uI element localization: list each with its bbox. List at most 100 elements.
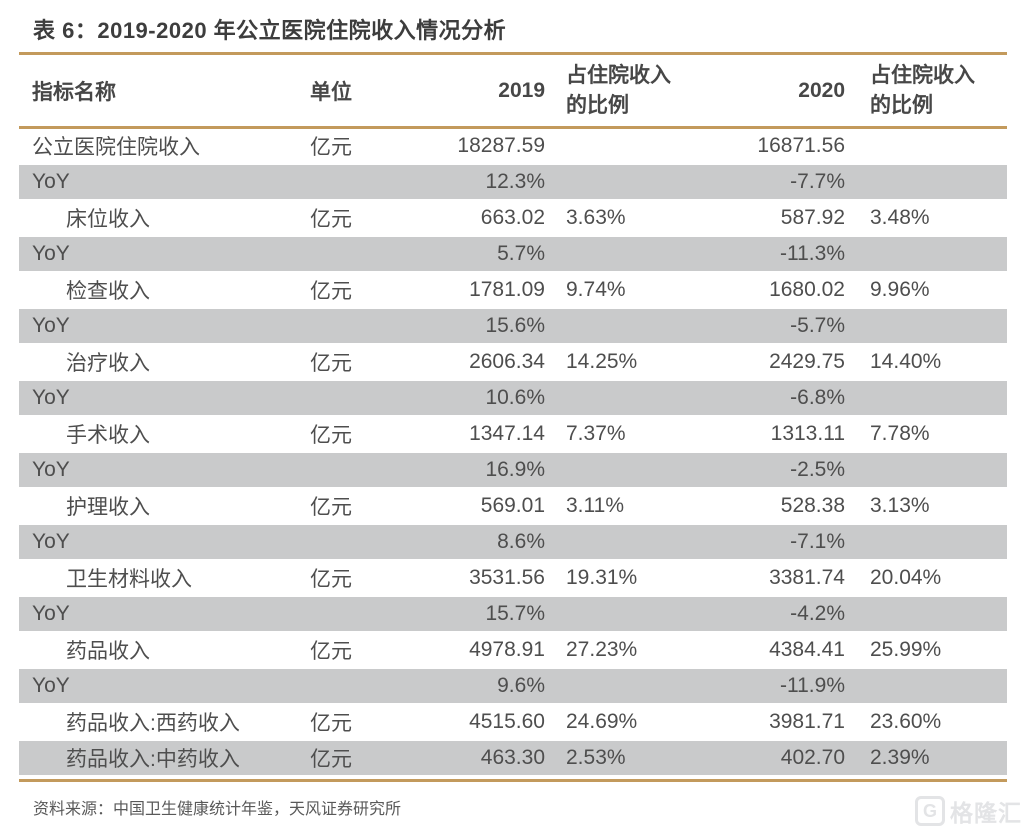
cell-indicator: 药品收入:中药收入	[19, 741, 297, 777]
cell-indicator: 公立医院住院收入	[19, 129, 297, 165]
cell-indicator: 治疗收入	[19, 345, 297, 381]
cell-indicator: 手术收入	[19, 417, 297, 453]
cell-2020-value: -5.7%	[719, 309, 845, 345]
cell-2019-value: 16.9%	[409, 453, 545, 489]
table-row: YoY 12.3% -7.7%	[19, 165, 1007, 201]
cell-2020-ratio	[845, 309, 1007, 345]
gelonghui-logo-icon: G	[915, 796, 945, 826]
col-header-ratio-2019: 占住院收入 的比例	[545, 55, 719, 129]
col-header-unit: 单位	[297, 55, 409, 129]
cell-unit	[297, 165, 409, 201]
cell-2020-value: -4.2%	[719, 597, 845, 633]
cell-indicator: 药品收入	[19, 633, 297, 669]
cell-2020-value: 587.92	[719, 201, 845, 237]
cell-2019-ratio: 27.23%	[545, 633, 719, 669]
cell-2020-ratio	[845, 381, 1007, 417]
cell-2019-ratio	[545, 453, 719, 489]
cell-2020-ratio: 25.99%	[845, 633, 1007, 669]
cell-2019-value: 4515.60	[409, 705, 545, 741]
table-row: 检查收入 亿元 1781.09 9.74% 1680.02 9.96%	[19, 273, 1007, 309]
cell-2019-ratio	[545, 237, 719, 273]
cell-2020-ratio: 14.40%	[845, 345, 1007, 381]
cell-2020-value: -7.1%	[719, 525, 845, 561]
cell-indicator: YoY	[19, 453, 297, 489]
cell-unit	[297, 597, 409, 633]
cell-2019-ratio	[545, 381, 719, 417]
table-row: YoY 5.7% -11.3%	[19, 237, 1007, 273]
cell-indicator: YoY	[19, 309, 297, 345]
table-row: YoY 15.6% -5.7%	[19, 309, 1007, 345]
cell-indicator: YoY	[19, 597, 297, 633]
table-row: 护理收入 亿元 569.01 3.11% 528.38 3.13%	[19, 489, 1007, 525]
cell-2019-value: 18287.59	[409, 129, 545, 165]
table-row: YoY 16.9% -2.5%	[19, 453, 1007, 489]
table-row: 药品收入:中药收入 亿元 463.30 2.53% 402.70 2.39%	[19, 741, 1007, 777]
table-row: YoY 10.6% -6.8%	[19, 381, 1007, 417]
cell-2019-ratio	[545, 129, 719, 165]
cell-indicator: YoY	[19, 669, 297, 705]
cell-2019-value: 5.7%	[409, 237, 545, 273]
cell-2019-ratio: 14.25%	[545, 345, 719, 381]
cell-unit: 亿元	[297, 561, 409, 597]
col-header-2019: 2019	[409, 55, 545, 129]
cell-2020-value: -2.5%	[719, 453, 845, 489]
cell-2019-value: 1781.09	[409, 273, 545, 309]
cell-unit: 亿元	[297, 201, 409, 237]
cell-2020-ratio	[845, 525, 1007, 561]
cell-2020-value: 1313.11	[719, 417, 845, 453]
bottom-rule	[19, 779, 1007, 782]
table-row: YoY 9.6% -11.9%	[19, 669, 1007, 705]
cell-indicator: 药品收入:西药收入	[19, 705, 297, 741]
cell-2019-value: 1347.14	[409, 417, 545, 453]
cell-2020-value: -6.8%	[719, 381, 845, 417]
cell-unit: 亿元	[297, 705, 409, 741]
cell-unit	[297, 381, 409, 417]
col-header-indicator: 指标名称	[19, 55, 297, 129]
col-header-ratio-2020-line2: 的比例	[870, 93, 933, 117]
cell-unit	[297, 237, 409, 273]
cell-unit: 亿元	[297, 273, 409, 309]
cell-unit: 亿元	[297, 345, 409, 381]
col-header-ratio-2020: 占住院收入 的比例	[845, 55, 1007, 129]
cell-indicator: YoY	[19, 165, 297, 201]
cell-2019-ratio: 3.11%	[545, 489, 719, 525]
cell-2019-ratio: 24.69%	[545, 705, 719, 741]
cell-2020-value: -7.7%	[719, 165, 845, 201]
cell-indicator: YoY	[19, 381, 297, 417]
cell-2019-ratio: 9.74%	[545, 273, 719, 309]
cell-2019-value: 15.6%	[409, 309, 545, 345]
cell-2019-value: 15.7%	[409, 597, 545, 633]
cell-2019-ratio	[545, 525, 719, 561]
cell-2019-value: 4978.91	[409, 633, 545, 669]
table-row: 卫生材料收入 亿元 3531.56 19.31% 3381.74 20.04%	[19, 561, 1007, 597]
cell-2020-value: 528.38	[719, 489, 845, 525]
cell-2019-value: 663.02	[409, 201, 545, 237]
cell-2020-ratio	[845, 453, 1007, 489]
cell-unit: 亿元	[297, 633, 409, 669]
table-row: YoY 8.6% -7.1%	[19, 525, 1007, 561]
cell-2020-value: -11.9%	[719, 669, 845, 705]
cell-2019-value: 12.3%	[409, 165, 545, 201]
cell-2020-ratio	[845, 129, 1007, 165]
cell-2020-ratio	[845, 165, 1007, 201]
cell-2019-ratio: 19.31%	[545, 561, 719, 597]
gelonghui-watermark-text: 格隆汇	[950, 800, 1022, 826]
cell-unit: 亿元	[297, 417, 409, 453]
col-header-ratio-2019-line2: 的比例	[566, 93, 629, 117]
cell-2020-ratio	[845, 669, 1007, 705]
table-row: YoY 15.7% -4.2%	[19, 597, 1007, 633]
cell-indicator: 护理收入	[19, 489, 297, 525]
cell-2020-value: 4384.41	[719, 633, 845, 669]
cell-2019-ratio: 2.53%	[545, 741, 719, 777]
table-row: 床位收入 亿元 663.02 3.63% 587.92 3.48%	[19, 201, 1007, 237]
header-row: 指标名称 单位 2019 占住院收入 的比例 2020 占住院收入 的比例	[19, 55, 1007, 129]
source-note: 资料来源：中国卫生健康统计年鉴，天风证券研究所	[33, 801, 402, 818]
cell-2020-ratio	[845, 597, 1007, 633]
table-row: 药品收入:西药收入 亿元 4515.60 24.69% 3981.71 23.60%	[19, 705, 1007, 741]
data-table: 指标名称 单位 2019 占住院收入 的比例 2020 占住院收入 的比例 公立…	[19, 52, 1007, 777]
gelonghui-watermark: G 格隆汇	[915, 794, 1022, 828]
cell-indicator: YoY	[19, 237, 297, 273]
cell-unit	[297, 453, 409, 489]
table-title: 表 6：2019-2020 年公立医院住院收入情况分析	[33, 18, 507, 43]
cell-2019-value: 9.6%	[409, 669, 545, 705]
